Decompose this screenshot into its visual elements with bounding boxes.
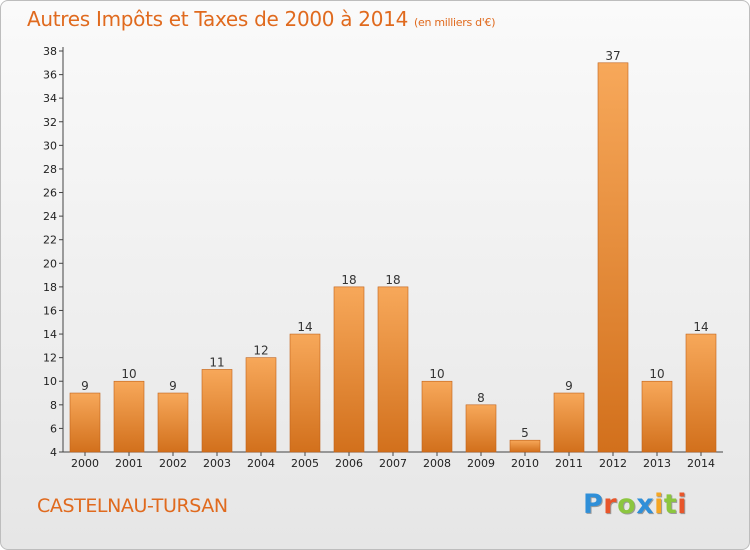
y-tick-label: 10 (43, 375, 57, 388)
x-tick-label: 2001 (115, 457, 143, 470)
y-tick-label: 16 (43, 304, 57, 317)
bar (113, 380, 145, 453)
bar-value-label: 14 (297, 320, 312, 334)
bar-value-label: 8 (477, 391, 485, 405)
x-tick-label: 2009 (467, 457, 495, 470)
y-tick-label: 34 (43, 92, 57, 105)
x-tick-label: 2005 (291, 457, 319, 470)
chart-title: Autres Impôts et Taxes de 2000 à 2014 (en… (27, 7, 495, 31)
x-tick-label: 2006 (335, 457, 363, 470)
logo-letter: r (603, 489, 618, 520)
y-tick-label: 24 (43, 210, 57, 223)
y-tick-label: 22 (43, 234, 57, 247)
x-tick-label: 2004 (247, 457, 275, 470)
bar (465, 404, 497, 453)
bar (333, 286, 365, 453)
bar (553, 392, 585, 453)
bar-value-label: 9 (169, 379, 177, 393)
bar-value-label: 9 (565, 379, 573, 393)
bar (201, 369, 233, 453)
y-tick-label: 20 (43, 257, 57, 270)
logo-letter: o (617, 489, 637, 520)
bar-value-label: 11 (209, 355, 224, 369)
x-tick-label: 2011 (555, 457, 583, 470)
x-tick-label: 2014 (687, 457, 715, 470)
chart-title-text: Autres Impôts et Taxes de 2000 à 2014 (27, 7, 408, 31)
x-tick-label: 2008 (423, 457, 451, 470)
bar-value-label: 12 (253, 344, 268, 358)
bar (289, 333, 321, 453)
bar-value-label: 14 (693, 320, 708, 334)
y-tick-label: 6 (50, 422, 57, 435)
y-tick-label: 28 (43, 163, 57, 176)
y-tick-label: 18 (43, 281, 57, 294)
bar-value-label: 37 (605, 49, 620, 63)
logo-letter: i (677, 489, 688, 520)
bar-value-label: 10 (121, 367, 136, 381)
x-tick-label: 2002 (159, 457, 187, 470)
logo-letter: i (654, 489, 664, 520)
logo-letter: x (636, 489, 655, 520)
bar (157, 392, 189, 453)
x-tick-label: 2013 (643, 457, 671, 470)
x-tick-label: 2012 (599, 457, 627, 470)
bar (421, 380, 453, 453)
bar (641, 380, 673, 453)
y-tick-label: 36 (43, 69, 57, 82)
x-tick-label: 2007 (379, 457, 407, 470)
y-tick-label: 32 (43, 116, 57, 129)
bar (597, 62, 629, 453)
bar-series (69, 62, 717, 453)
bar-value-label: 10 (649, 367, 664, 381)
x-axis: 2000 2001 2002 2003 2004 2005 2006 2007 2008 2009… (63, 451, 723, 470)
proxiti-logo[interactable]: Proxiti (583, 489, 687, 520)
chart-subtitle: (en milliers d'€) (414, 16, 496, 29)
y-tick-label: 14 (43, 328, 57, 341)
bar-value-label: 5 (521, 426, 529, 440)
bar-value-label: 9 (81, 379, 89, 393)
bar-value-label: 10 (429, 367, 444, 381)
bar-value-label: 18 (385, 273, 400, 287)
y-tick-label: 30 (43, 139, 57, 152)
bar (69, 392, 101, 453)
y-tick-label: 26 (43, 187, 57, 200)
bar-value-labels: 9 10 9 11 12 14 18 18 10 8 5 9 37 10 14 (81, 49, 708, 440)
y-tick-label: 4 (50, 446, 57, 459)
logo-letter: t (663, 489, 678, 520)
bar (509, 439, 541, 453)
logo-letter: P (583, 489, 604, 520)
y-tick-label: 8 (50, 399, 57, 412)
bar (377, 286, 409, 453)
y-tick-label: 38 (43, 45, 57, 58)
bar (685, 333, 717, 453)
commune-name: CASTELNAU-TURSAN (37, 495, 228, 517)
y-axis: 4 6 8 10 12 14 16 18 20 22 24 26 28 30 32 34 36 38 (43, 45, 64, 459)
y-tick-label: 12 (43, 352, 57, 365)
x-tick-label: 2003 (203, 457, 231, 470)
x-tick-label: 2010 (511, 457, 539, 470)
x-tick-label: 2000 (71, 457, 99, 470)
bar (245, 357, 277, 453)
bar-value-label: 18 (341, 273, 356, 287)
